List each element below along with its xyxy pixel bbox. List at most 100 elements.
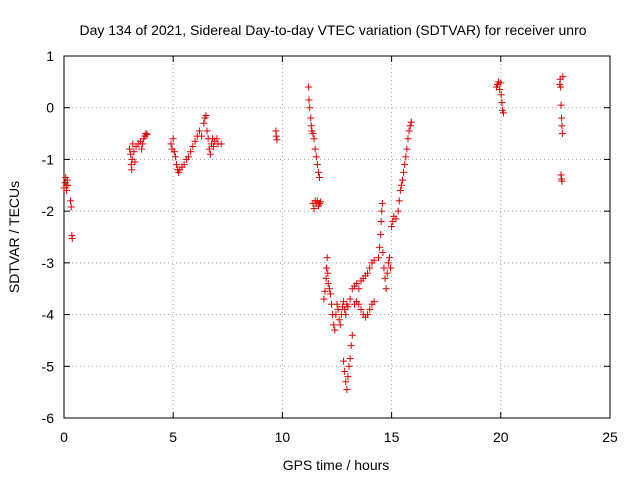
data-point [326, 290, 334, 298]
data-point [406, 122, 414, 130]
data-point [217, 140, 225, 148]
data-point [305, 83, 313, 91]
data-point [309, 130, 317, 138]
data-point [210, 143, 218, 150]
y-tick-label: -3 [42, 255, 55, 271]
data-point [67, 197, 75, 205]
data-point [310, 135, 318, 143]
data-point [557, 83, 565, 91]
data-point [392, 215, 400, 223]
data-point [370, 256, 378, 264]
data-point [305, 96, 313, 104]
data-point [200, 119, 208, 127]
y-tick-label: -2 [42, 203, 55, 219]
data-point [334, 305, 342, 313]
data-point [142, 130, 150, 138]
data-point [383, 269, 391, 277]
data-point [180, 161, 188, 169]
data-point [558, 114, 566, 122]
data-point [139, 140, 147, 148]
data-point [497, 91, 505, 99]
data-point [64, 181, 72, 189]
data-point [323, 264, 331, 272]
y-axis-label: SDTVAR / TECUs [6, 181, 22, 293]
data-point [366, 264, 374, 272]
y-tick-label: -6 [42, 410, 55, 426]
data-point [340, 357, 348, 365]
data-point [169, 135, 177, 143]
x-axis-label: GPS time / hours [283, 457, 390, 473]
points-layer [60, 73, 567, 394]
data-point [324, 280, 332, 288]
data-point [374, 254, 382, 262]
data-point [346, 295, 354, 303]
data-point [213, 135, 221, 143]
data-point [331, 326, 339, 334]
data-point [63, 176, 71, 184]
data-point [67, 203, 75, 211]
data-point [364, 311, 372, 319]
data-point [402, 153, 410, 161]
grid-layer [64, 56, 610, 418]
chart-title: Day 134 of 2021, Sidereal Day-to-day VTE… [79, 22, 586, 38]
data-point [317, 198, 325, 206]
data-point [344, 373, 352, 381]
data-point [189, 143, 197, 150]
data-point [272, 132, 280, 140]
data-point [63, 186, 71, 194]
data-point [203, 127, 211, 135]
data-point [378, 199, 386, 207]
plot-frame [63, 55, 611, 419]
data-point [355, 285, 363, 293]
data-point [325, 285, 333, 293]
data-point [314, 168, 322, 176]
data-point [330, 321, 338, 329]
data-point [403, 145, 411, 153]
data-point [355, 300, 363, 308]
data-point [394, 207, 402, 215]
data-point [405, 127, 413, 135]
data-point [357, 305, 365, 313]
data-point [336, 321, 344, 329]
data-point [377, 230, 385, 238]
data-point [397, 181, 405, 189]
data-point [559, 73, 567, 81]
data-point [558, 130, 566, 138]
data-point [345, 362, 353, 370]
ticks-layer: 0 5 10 15 20 25 -6 -5 -4 -3 -2 -1 0 1 [42, 48, 618, 445]
data-point [167, 140, 175, 148]
data-point [388, 223, 396, 231]
data-point [347, 342, 355, 350]
data-point [376, 243, 384, 251]
data-point [206, 150, 214, 158]
data-point [499, 109, 507, 117]
y-tick-label: 0 [46, 100, 54, 116]
data-point [381, 274, 389, 282]
data-point [343, 386, 351, 394]
data-point [348, 331, 356, 339]
x-tick-label: 0 [60, 429, 68, 445]
data-point [311, 145, 319, 153]
data-point [364, 269, 372, 277]
data-point [312, 153, 320, 161]
data-point [307, 114, 315, 122]
data-point [170, 148, 178, 156]
data-point [557, 101, 565, 109]
data-point [187, 148, 195, 156]
data-point [353, 280, 361, 288]
data-point [320, 295, 328, 303]
data-point [496, 86, 504, 94]
data-point [498, 99, 506, 107]
data-point [130, 148, 138, 156]
data-point [407, 118, 415, 126]
y-tick-label: 1 [46, 48, 54, 64]
data-point [377, 217, 385, 225]
data-point [138, 145, 146, 153]
data-point [396, 186, 404, 194]
data-point [342, 311, 350, 319]
data-point [344, 303, 352, 311]
x-tick-label: 20 [493, 429, 509, 445]
data-point [321, 287, 329, 295]
